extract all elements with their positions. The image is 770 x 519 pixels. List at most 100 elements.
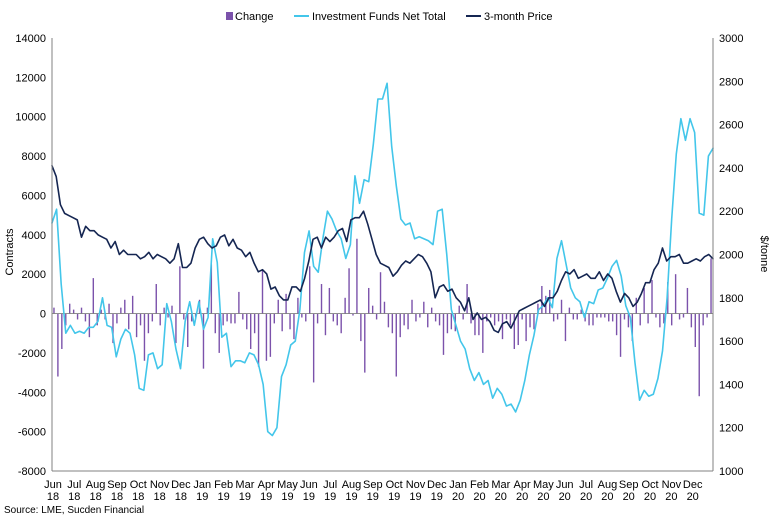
- change-bar: [710, 258, 712, 314]
- source-note: Source: LME, Sucden Financial: [4, 505, 144, 516]
- change-bar: [128, 313, 130, 330]
- change-bar: [202, 313, 205, 369]
- change-bar: [395, 313, 397, 377]
- x-tick-month: Nov: [662, 479, 682, 491]
- x-tick-year: 19: [217, 491, 229, 503]
- change-bar: [368, 287, 370, 314]
- y-left-tick-label: -2000: [18, 348, 46, 360]
- change-bar: [187, 313, 189, 348]
- x-tick-year: 20: [665, 491, 677, 503]
- change-bar: [627, 313, 630, 328]
- y-right-tick-label: 2400: [719, 163, 743, 175]
- change-bar: [246, 313, 248, 330]
- change-bar: [608, 313, 610, 322]
- x-tick-year: 19: [303, 491, 315, 503]
- x-tick-month: Apr: [258, 479, 275, 491]
- change-bar: [655, 313, 657, 318]
- x-tick-month: Dec: [427, 479, 447, 491]
- y-left-tick-label: 6000: [22, 190, 46, 202]
- x-tick-month: Apr: [514, 479, 531, 491]
- change-bar: [100, 309, 102, 314]
- change-bar: [269, 313, 272, 357]
- x-tick-year: 20: [644, 491, 656, 503]
- legend-swatch-change: [226, 12, 233, 20]
- change-bar: [277, 299, 279, 314]
- change-bar: [490, 313, 492, 318]
- change-bar: [214, 313, 216, 334]
- x-tick-year: 20: [580, 491, 592, 503]
- change-bar: [588, 313, 590, 326]
- change-bar: [190, 313, 193, 322]
- y-left-tick-label: -6000: [18, 427, 46, 439]
- x-tick-month: Jun: [300, 479, 318, 491]
- change-bar: [218, 313, 220, 353]
- change-bar: [509, 313, 512, 326]
- change-bar: [690, 313, 693, 328]
- x-tick-month: Aug: [342, 479, 362, 491]
- legend-label-change: Change: [235, 11, 274, 23]
- change-bar: [442, 313, 445, 355]
- change-bar: [305, 313, 307, 322]
- change-bar: [249, 313, 252, 349]
- change-bar: [143, 313, 146, 361]
- change-bar: [619, 313, 622, 357]
- change-bar: [501, 313, 504, 340]
- change-bar: [560, 299, 563, 314]
- change-bar: [446, 313, 449, 334]
- change-bar: [242, 313, 244, 320]
- x-tick-month: Oct: [386, 479, 403, 491]
- change-bar: [352, 313, 354, 316]
- price-series: [51, 164, 714, 334]
- x-tick-year: 18: [111, 491, 123, 503]
- y-right-tick-label: 2000: [719, 250, 743, 262]
- change-bar: [631, 313, 634, 342]
- x-tick-year: 19: [345, 491, 357, 503]
- change-bars: [53, 238, 712, 397]
- change-bar: [611, 313, 614, 322]
- change-bar: [470, 313, 472, 324]
- change-bar: [92, 278, 95, 314]
- change-bar: [387, 313, 390, 328]
- change-bar: [360, 313, 362, 342]
- change-bar: [151, 313, 154, 322]
- change-bar: [568, 307, 571, 314]
- y-axis-right-title: $/tonne: [758, 236, 770, 273]
- change-bar: [533, 313, 535, 330]
- change-bar: [505, 313, 508, 320]
- change-bar: [301, 313, 303, 318]
- x-tick-month: Oct: [641, 479, 658, 491]
- x-tick-year: 20: [452, 491, 464, 503]
- y-axis-left: 14000 12000 10000 8000 6000 4000 2000 0 -2000 -40…: [15, 33, 46, 478]
- legend-label-funds: Investment Funds Net Total: [312, 11, 446, 23]
- change-bar: [112, 313, 114, 344]
- change-bar: [80, 307, 83, 314]
- change-bar: [281, 313, 283, 332]
- change-bar: [336, 313, 338, 326]
- change-bar: [694, 313, 696, 348]
- change-bar: [391, 313, 394, 334]
- change-bar: [434, 313, 437, 322]
- change-bar: [375, 313, 378, 320]
- change-bar: [206, 307, 209, 314]
- change-bar: [61, 313, 63, 349]
- change-bar: [525, 313, 527, 342]
- change-bar: [678, 313, 681, 320]
- change-bar: [379, 272, 382, 314]
- change-bar: [312, 313, 315, 383]
- change-bar: [615, 313, 618, 336]
- change-bar: [427, 313, 429, 328]
- change-bar: [76, 313, 79, 320]
- x-tick-year: 19: [388, 491, 400, 503]
- x-tick-year: 18: [175, 491, 187, 503]
- change-bar: [702, 313, 704, 326]
- change-bar: [364, 313, 366, 373]
- y-left-tick-label: 10000: [15, 112, 46, 124]
- change-bar: [674, 274, 677, 314]
- change-bar: [257, 313, 260, 367]
- change-bar: [285, 293, 287, 314]
- change-bar: [659, 313, 661, 328]
- change-bar: [179, 266, 181, 314]
- change-bar: [698, 313, 700, 397]
- change-bar: [521, 313, 523, 320]
